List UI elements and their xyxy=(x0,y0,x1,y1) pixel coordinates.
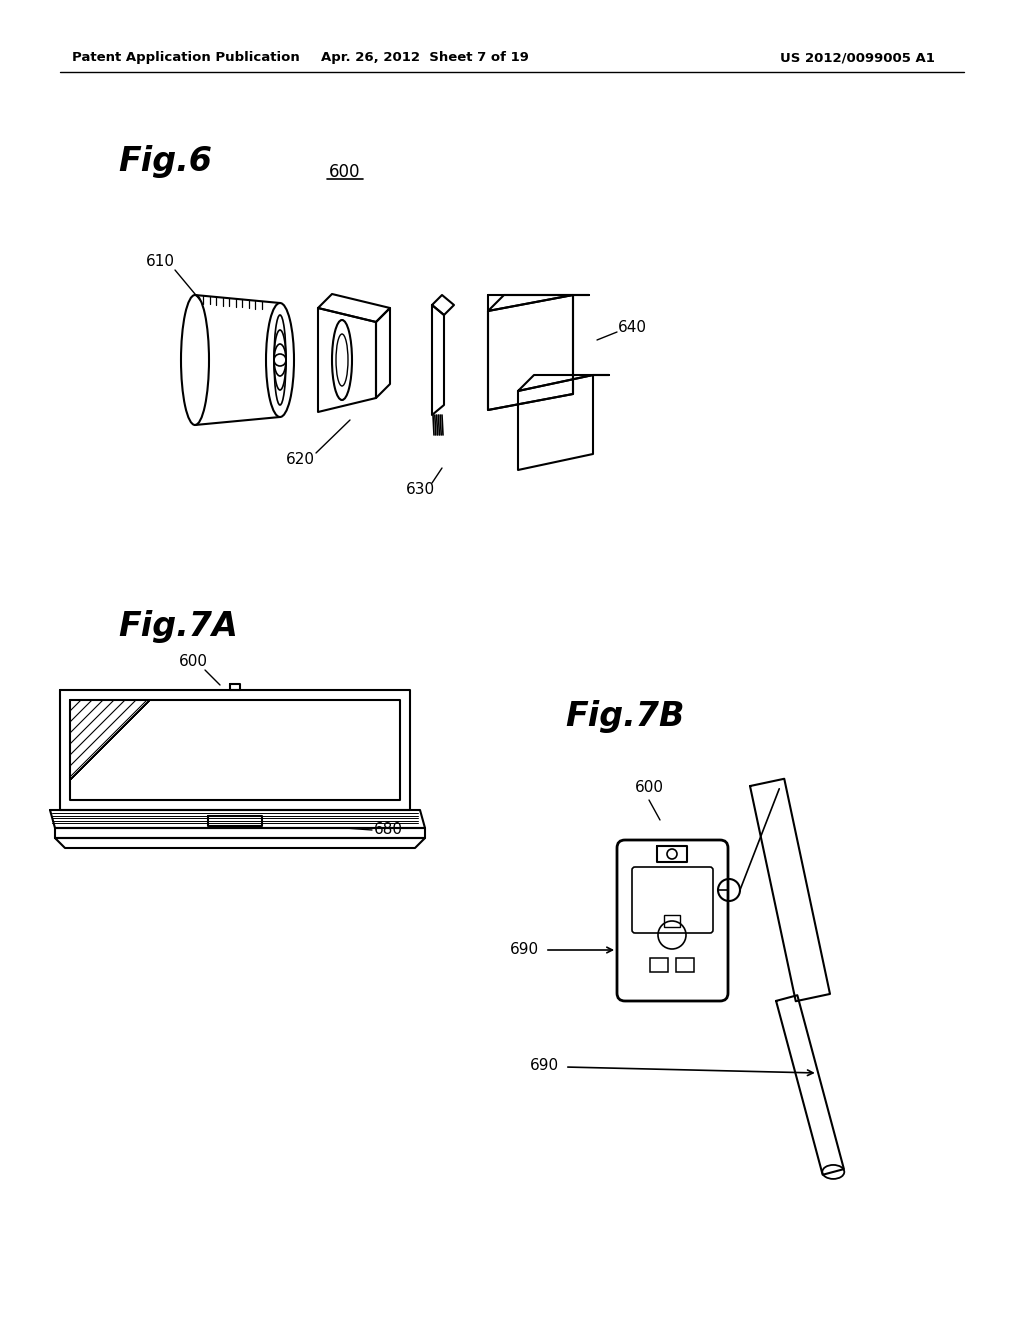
Bar xyxy=(676,958,694,972)
Text: 600: 600 xyxy=(178,655,208,669)
Bar xyxy=(650,958,668,972)
Text: Apr. 26, 2012  Sheet 7 of 19: Apr. 26, 2012 Sheet 7 of 19 xyxy=(322,51,529,65)
Text: 630: 630 xyxy=(406,483,434,498)
Text: Fig.6: Fig.6 xyxy=(118,145,212,178)
Text: US 2012/0099005 A1: US 2012/0099005 A1 xyxy=(780,51,935,65)
Text: 690: 690 xyxy=(530,1057,559,1072)
Text: 690: 690 xyxy=(510,942,539,957)
Text: 600: 600 xyxy=(330,162,360,181)
Text: 680: 680 xyxy=(374,822,402,837)
Bar xyxy=(664,915,680,927)
Text: 620: 620 xyxy=(286,453,314,467)
Text: 610: 610 xyxy=(145,255,174,269)
Text: 600: 600 xyxy=(635,780,664,796)
Text: Fig.7A: Fig.7A xyxy=(118,610,238,643)
Text: Fig.7B: Fig.7B xyxy=(565,700,684,733)
Text: Patent Application Publication: Patent Application Publication xyxy=(72,51,300,65)
Text: 640: 640 xyxy=(618,321,647,335)
